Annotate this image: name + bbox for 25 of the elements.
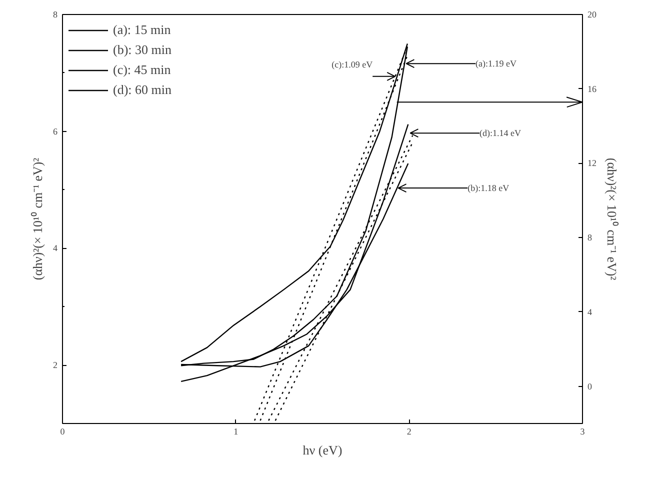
y2-tick-label: 4	[588, 306, 592, 317]
legend-label: (b): 30 min	[113, 42, 172, 58]
legend-label: (a): 15 min	[113, 22, 171, 38]
legend-label: (c): 45 min	[113, 62, 171, 78]
y2-tick-label: 0	[588, 381, 592, 392]
y2-tick-label: 8	[588, 232, 592, 243]
y2-tick-label: 16	[588, 84, 597, 94]
x-tick-label: 3	[580, 426, 586, 436]
y2-tick-label: 20	[588, 10, 597, 20]
annotation: (a):1.19 eV	[476, 58, 518, 69]
annotation: (b):1.18 eV	[468, 183, 510, 194]
x-tick-label: 0	[60, 426, 66, 436]
annotation: (c):1.09 eV	[332, 59, 374, 70]
x-tick-label: 1	[234, 426, 238, 436]
y-tick-label: 6	[53, 126, 58, 136]
y-axis-title: (αhν)²(× 10¹⁰ cm⁻¹ eV)²	[30, 158, 45, 280]
y-tick-label: 4	[53, 243, 58, 254]
x-tick-label: 2	[406, 426, 412, 436]
y-tick-label: 8	[53, 10, 58, 20]
y-tick-label: 2	[53, 360, 58, 370]
legend-label: (d): 60 min	[113, 82, 172, 98]
y2-axis-title: (αhν)²(× 10¹⁰ cm⁻¹ eV)²	[604, 158, 620, 280]
x-axis-title: hν (eV)	[302, 442, 342, 458]
y2-tick-label: 12	[588, 158, 596, 168]
annotation: (d):1.14 eV	[480, 128, 522, 138]
